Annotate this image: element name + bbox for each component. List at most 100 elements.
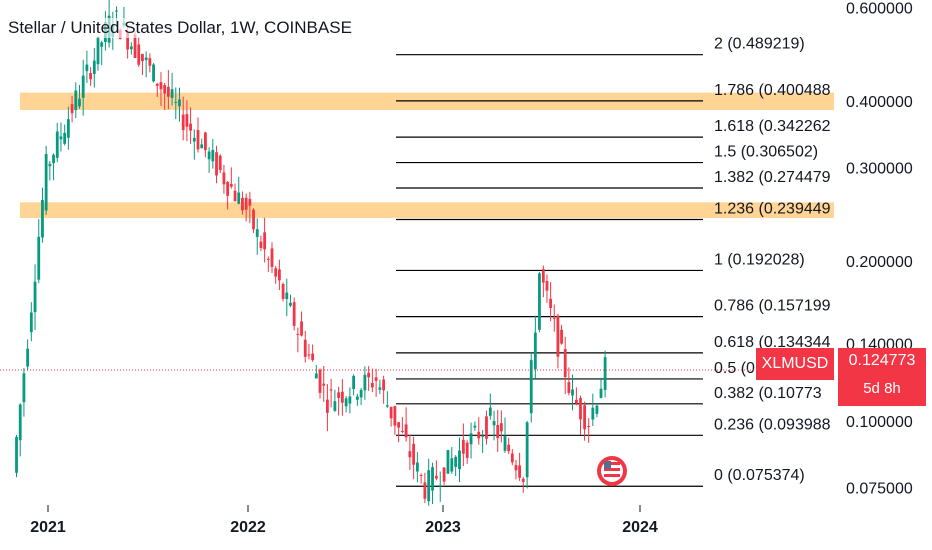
candle-body [469,433,473,445]
candle-body [423,482,427,499]
candle-body [241,197,244,211]
candle-body [215,152,218,176]
candle-body [200,144,204,149]
candle-body [196,130,200,150]
fib-label-0: 0 (0.075374) [714,467,805,484]
candle-body [549,298,553,308]
candle-body [314,373,318,379]
candle-body [567,382,571,393]
candle-body [344,398,348,407]
fib-label-1-236: 1.236 (0.239449 [714,201,831,218]
candle-body [533,332,537,370]
candle-body [385,405,389,407]
candle-body [144,57,148,61]
candle-body [518,465,522,478]
candle-body [37,236,41,280]
candle-body [281,284,285,299]
fib-label-0-618: 0.618 (0.134344 [714,334,831,351]
candle-body [63,132,67,144]
fib-label-0-236: 0.236 (0.093988 [714,416,831,433]
candle-body [115,10,118,12]
candle-body [571,389,574,396]
candle-body [189,123,192,131]
candle-body [355,396,359,400]
candle-body [29,312,33,333]
candle-body [400,430,404,432]
candle-body [556,315,560,357]
candle-body [348,396,352,404]
candle-body [155,83,159,86]
candle-body [538,273,541,330]
candle-body [181,114,185,131]
candle-body [185,114,189,127]
candle-body [591,407,595,420]
candle-body [52,154,55,164]
candle-body [148,58,152,66]
candle-body [170,89,174,98]
candle-body [477,431,481,439]
candle-body [492,421,496,426]
fib-label-1-5: 1.5 (0.306502) [714,144,818,161]
candle-body [204,132,207,151]
candle-body [595,405,599,414]
candle-body [22,373,26,403]
x-tick-label: 2021 [30,519,66,536]
fib-label-2: 2 (0.489219) [714,36,805,53]
candle-body [277,269,281,281]
candle-body [378,387,382,390]
candle-body [367,372,371,378]
candle-body [192,138,196,142]
candle-body [326,399,329,413]
candle-body [307,354,311,356]
candle-body [66,119,70,138]
symbol-badge: XLMUSD [756,348,834,380]
candle-body [44,154,48,211]
candle-body [218,155,222,171]
candle-body [552,317,556,319]
candle-body [300,321,303,336]
candle-body [352,375,356,389]
candle-body [408,451,412,458]
y-tick-label: 0.200000 [846,254,913,271]
candle-body [226,182,230,196]
candle-body [499,423,503,432]
candle-body [333,401,337,411]
candle-body [248,198,252,206]
candle-body [152,64,155,82]
candle-body [322,383,326,386]
candle-body [412,443,416,465]
candle-body [438,485,442,487]
candle-body [15,436,18,473]
candle-body [485,416,488,439]
candle-body [163,85,167,94]
candle-body [374,377,378,381]
candle-body [166,86,170,97]
candle-body [415,462,419,472]
candle-body [359,389,363,398]
candle-body [525,422,529,478]
candle-body [510,453,514,463]
candle-body [207,151,211,160]
candle-body [78,98,81,107]
candle-body [603,357,607,390]
x-tick-label: 2024 [622,519,658,536]
candle-body [370,383,374,388]
candle-body [563,349,567,378]
candle-body [100,42,104,47]
candle-body [137,44,141,65]
candle-body [545,281,549,291]
candle-body [126,31,130,50]
candle-body [382,379,386,391]
candle-body [18,404,22,441]
candle-body [541,269,545,283]
candle-body [521,478,525,482]
candle-body [363,374,367,391]
candle-body [458,450,461,470]
candle-body [129,46,133,50]
candle-body [222,172,226,185]
fib-label-0-5: 0.5 (0 [714,360,755,377]
candle-body [296,333,300,335]
candle-body [263,232,267,250]
fib-label-1: 1 (0.192028) [714,251,805,268]
